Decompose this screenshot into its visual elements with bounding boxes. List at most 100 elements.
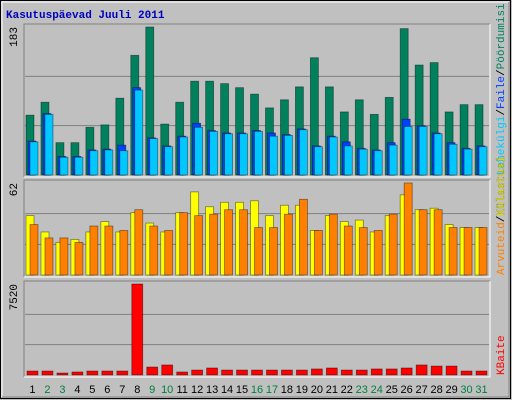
panel <box>24 281 490 377</box>
bar <box>355 369 368 376</box>
bar <box>433 133 443 176</box>
bar <box>254 130 263 176</box>
x-tick-label: 19 <box>296 384 308 396</box>
bar <box>448 227 458 276</box>
bar <box>478 227 488 276</box>
bar <box>370 368 383 376</box>
bar <box>400 367 413 376</box>
bar <box>266 369 278 376</box>
panel-shadow <box>23 179 490 277</box>
bar <box>325 367 338 376</box>
x-tick-label: 22 <box>341 384 353 396</box>
bar <box>299 198 308 276</box>
bar <box>44 237 54 276</box>
x-tick-label: 28 <box>430 384 442 396</box>
bar <box>358 148 368 176</box>
legend-entry: Külastusi <box>496 156 508 216</box>
panel-light <box>24 180 491 278</box>
bar <box>269 227 278 276</box>
bar <box>179 136 189 176</box>
x-tick-label: 13 <box>206 384 218 396</box>
bar <box>239 133 248 176</box>
bar <box>89 150 99 176</box>
bar <box>463 227 473 276</box>
x-tick-label: 4 <box>74 384 80 396</box>
bar <box>328 213 338 276</box>
bar <box>281 369 293 376</box>
bar <box>59 237 69 276</box>
bar <box>284 213 293 276</box>
x-tick-label: 7 <box>119 384 125 396</box>
x-tick-label: 26 <box>401 384 413 396</box>
x-tick-label: 1 <box>29 384 35 396</box>
panel-shadow <box>23 23 490 177</box>
bar <box>131 283 144 376</box>
bar <box>86 370 99 376</box>
legend: Lehekülgi/Faile/Pöördumisi <box>496 3 508 175</box>
x-tick-label: 6 <box>104 384 110 396</box>
panel-shadow <box>23 280 490 377</box>
chart-title: Kasutuspäevad Juuli 2011 <box>6 10 165 22</box>
bar <box>224 133 233 176</box>
x-tick-label: 15 <box>236 384 248 396</box>
bar <box>164 146 174 176</box>
legend-entry: Arvuteid <box>496 222 508 275</box>
bar <box>385 368 398 376</box>
bar <box>310 368 323 376</box>
bar <box>74 241 84 276</box>
bar <box>340 369 353 376</box>
bar <box>478 146 488 176</box>
x-tick-label: 21 <box>326 384 338 396</box>
bar <box>74 156 84 176</box>
bar <box>328 136 338 176</box>
legend-separator: / <box>496 69 508 76</box>
legend-separator: / <box>496 216 508 223</box>
x-tick-label: 30 <box>460 384 472 396</box>
x-tick-label: 23 <box>356 384 368 396</box>
y-tick-label: 7520 <box>9 284 21 310</box>
bar <box>388 213 398 276</box>
bar <box>44 113 54 176</box>
bar <box>239 209 248 276</box>
bar <box>119 230 129 276</box>
bar <box>343 145 353 176</box>
bar <box>403 182 413 276</box>
bar <box>56 372 69 376</box>
bar <box>194 126 204 176</box>
bar <box>418 126 428 176</box>
bar <box>269 135 278 176</box>
y-tick-label: 183 <box>9 27 21 47</box>
x-tick-label: 11 <box>176 384 187 396</box>
bar <box>104 149 114 176</box>
bar <box>388 144 398 176</box>
x-tick-label: 10 <box>161 384 173 396</box>
bar <box>119 150 129 176</box>
bar <box>89 225 99 276</box>
bar <box>373 230 383 276</box>
legend-separator: / <box>496 109 508 116</box>
legend-entry: Faile <box>496 76 508 109</box>
bar <box>403 126 413 176</box>
legend: KBaite <box>496 335 508 375</box>
bar <box>460 370 473 376</box>
bar <box>176 371 189 376</box>
bar <box>313 146 323 176</box>
bar <box>284 134 293 176</box>
x-tick-label: 9 <box>149 384 155 396</box>
bar <box>134 209 144 276</box>
bar <box>194 215 204 276</box>
x-tick-label: 31 <box>475 384 487 396</box>
bar <box>430 365 443 376</box>
bar <box>299 129 308 176</box>
bar <box>191 369 204 376</box>
x-tick-label: 25 <box>386 384 398 396</box>
x-tick-label: 2 <box>44 384 50 396</box>
x-tick-label: 5 <box>89 384 95 396</box>
x-tick-label: 27 <box>416 384 428 396</box>
x-tick-label: 8 <box>134 384 140 396</box>
bar <box>373 150 383 176</box>
x-tick-label: 3 <box>59 384 65 396</box>
